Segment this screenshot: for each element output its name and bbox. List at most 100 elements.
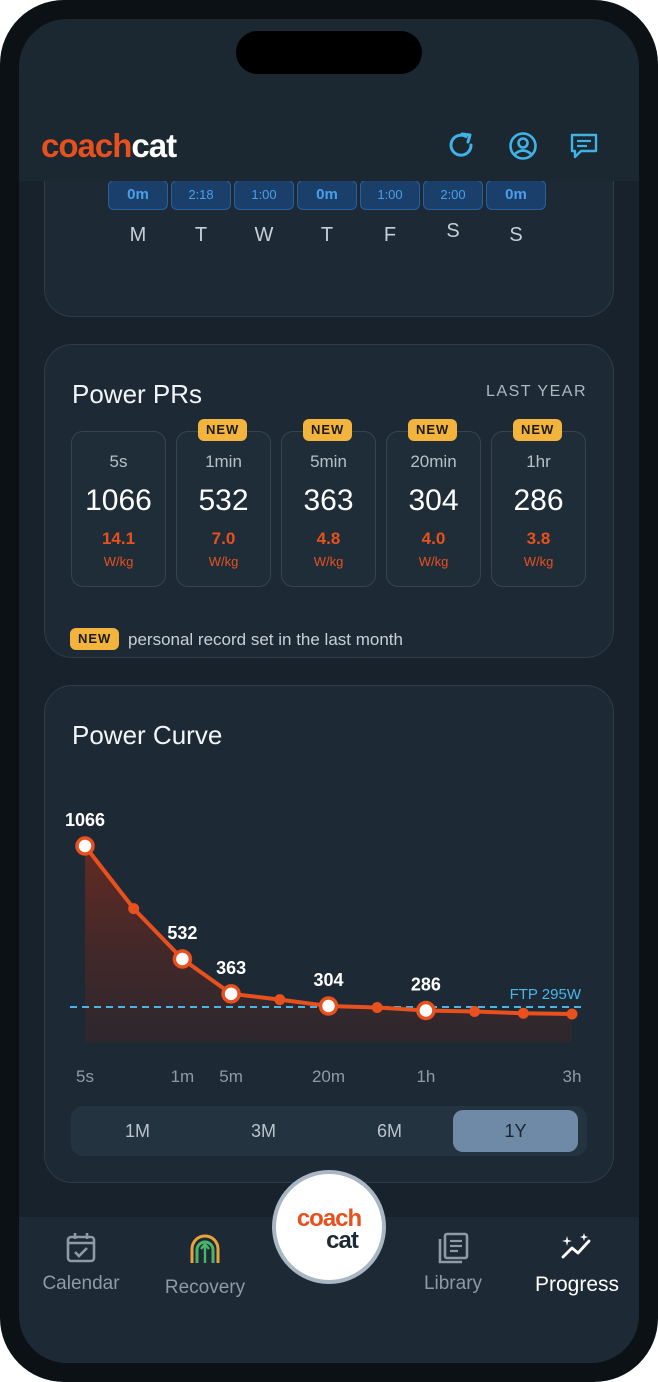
power-curve-title: Power Curve bbox=[72, 720, 223, 750]
curve-point-40m[interactable] bbox=[371, 1002, 383, 1013]
logo-cat-text: cat bbox=[131, 127, 177, 164]
pr-duration: 5min bbox=[310, 452, 347, 471]
week-day-column[interactable]: 1:00 W bbox=[234, 180, 294, 247]
curve-point-5m[interactable] bbox=[221, 984, 241, 1004]
pr-unit: W/kg bbox=[103, 554, 134, 569]
range-tab-3m[interactable]: 3M bbox=[250, 1121, 276, 1141]
new-badge: NEW bbox=[513, 419, 563, 441]
refresh-icon[interactable] bbox=[447, 131, 477, 161]
x-tick-label: 1m bbox=[171, 1067, 195, 1086]
pr-watts: 1066 bbox=[85, 484, 152, 517]
range-tab-1y[interactable]: 1Y bbox=[453, 1110, 578, 1152]
week-day-column[interactable]: 0m T bbox=[297, 180, 357, 247]
curve-point-3h[interactable] bbox=[566, 1008, 578, 1020]
week-columns: 0m M 2:18 T 1:00 W 0m T 1:00 F 2:00 S 0m S bbox=[108, 180, 568, 270]
curve-value-label: 286 bbox=[411, 975, 441, 995]
pr-unit: W/kg bbox=[418, 554, 449, 569]
range-tab-6m[interactable]: 6M bbox=[376, 1121, 402, 1141]
pr-wkg: 14.1 bbox=[101, 529, 136, 548]
ftp-label: FTP 295W bbox=[510, 986, 582, 1003]
range-tabs: 1M 3M 6M 1Y bbox=[71, 1106, 587, 1156]
pr-watts: 532 bbox=[198, 484, 249, 517]
day-letter: M bbox=[129, 224, 147, 246]
week-day-column[interactable]: 1:00 F bbox=[360, 180, 420, 247]
nav-progress[interactable]: Progress bbox=[515, 1231, 639, 1297]
pr-box-1hr[interactable]: 1hr 286 3.8 W/kg bbox=[491, 431, 586, 587]
power-curve-card: Power Curve FTP 295W 1066 532 363 304 286 5s 1m… bbox=[44, 685, 614, 1183]
new-badge: NEW bbox=[198, 419, 248, 441]
pr-duration: 5s bbox=[109, 452, 128, 471]
curve-point-10m[interactable] bbox=[274, 994, 286, 1006]
pr-unit: W/kg bbox=[313, 554, 344, 569]
day-duration-pill: 2:00 bbox=[423, 180, 483, 210]
day-duration-pill: 0m bbox=[297, 180, 357, 210]
power-prs-range[interactable]: LAST YEAR bbox=[486, 383, 587, 400]
day-letter: T bbox=[194, 224, 208, 246]
range-tab-1m[interactable]: 1M bbox=[124, 1121, 150, 1141]
day-duration-pill: 0m bbox=[486, 180, 546, 210]
curve-value-label: 363 bbox=[216, 958, 246, 978]
fab-coach-text: coach bbox=[296, 1205, 362, 1232]
day-letter: S bbox=[509, 224, 523, 246]
recovery-icon bbox=[190, 1234, 220, 1263]
pr-watts: 363 bbox=[303, 484, 354, 517]
x-tick-label: 5m bbox=[219, 1067, 243, 1086]
nav-label-progress: Progress bbox=[534, 1273, 620, 1296]
nav-library[interactable]: Library bbox=[391, 1231, 515, 1295]
curve-point-1m[interactable] bbox=[172, 949, 193, 969]
coachcat-fab-button[interactable]: coach cat bbox=[272, 1170, 386, 1284]
x-tick-label: 20m bbox=[312, 1067, 345, 1086]
x-tick-label: 5s bbox=[76, 1067, 94, 1086]
day-duration-pill: 1:00 bbox=[234, 180, 294, 210]
power-prs-title: Power PRs bbox=[72, 379, 203, 409]
week-day-column[interactable]: 2:18 T bbox=[171, 180, 231, 247]
new-badge-legend: NEW bbox=[70, 628, 120, 650]
nav-calendar[interactable]: Calendar bbox=[19, 1231, 143, 1295]
pr-unit: W/kg bbox=[208, 554, 239, 569]
new-badge: NEW bbox=[303, 419, 353, 441]
nav-label-calendar: Calendar bbox=[42, 1273, 120, 1294]
day-duration-pill: 2:18 bbox=[171, 180, 231, 210]
day-duration-pill: 1:00 bbox=[360, 180, 420, 210]
curve-point-20m[interactable] bbox=[318, 996, 339, 1016]
pr-wkg: 4.8 bbox=[316, 529, 341, 548]
curve-point-30s[interactable] bbox=[128, 903, 140, 915]
curve-point-1h[interactable] bbox=[416, 1000, 436, 1021]
pr-box-5s[interactable]: 5s 1066 14.1 W/kg bbox=[71, 431, 166, 587]
pr-wkg: 3.8 bbox=[526, 529, 551, 548]
new-record-note: personal record set in the last month bbox=[128, 630, 403, 649]
nav-label-library: Library bbox=[423, 1273, 483, 1294]
week-day-column[interactable]: 0m M bbox=[108, 180, 168, 247]
pr-box-1min[interactable]: 1min 532 7.0 W/kg bbox=[176, 431, 271, 587]
day-duration-pill: 0m bbox=[108, 180, 168, 210]
pr-watts: 304 bbox=[408, 484, 459, 517]
logo-coach-text: coach bbox=[41, 127, 132, 164]
screen: 0m M 2:18 T 1:00 W 0m T 1:00 F 2:00 S 0m S coachcat bbox=[19, 19, 639, 1363]
app-logo[interactable]: coachcat bbox=[41, 127, 177, 164]
account-icon[interactable] bbox=[508, 131, 538, 161]
day-letter: T bbox=[320, 224, 334, 246]
calendar-icon bbox=[66, 1233, 96, 1263]
curve-value-label: 304 bbox=[313, 970, 343, 990]
new-badge: NEW bbox=[408, 419, 458, 441]
day-letter: S bbox=[446, 220, 460, 242]
x-tick-label: 1h bbox=[416, 1067, 435, 1086]
curve-point-1.5h[interactable] bbox=[469, 1006, 481, 1017]
pr-duration: 1min bbox=[205, 452, 242, 471]
fab-cat-text: cat bbox=[326, 1227, 359, 1255]
curve-point-5s[interactable] bbox=[75, 836, 95, 856]
week-day-column[interactable]: 0m S bbox=[486, 180, 546, 247]
curve-value-label: 1066 bbox=[65, 810, 105, 830]
fab-logo: coach cat bbox=[276, 1205, 382, 1255]
pr-wkg: 4.0 bbox=[421, 529, 446, 548]
pr-box-5min[interactable]: 5min 363 4.8 W/kg bbox=[281, 431, 376, 587]
chat-icon[interactable] bbox=[569, 131, 599, 161]
library-icon bbox=[438, 1232, 469, 1264]
pr-box-20min[interactable]: 20min 304 4.0 W/kg bbox=[386, 431, 481, 587]
pr-duration: 1hr bbox=[526, 452, 551, 471]
nav-recovery[interactable]: Recovery bbox=[143, 1231, 267, 1299]
power-curve-chart: FTP 295W 1066 532 363 304 286 5s 1m 5m 20m 1h 3h bbox=[65, 810, 585, 1086]
week-day-column[interactable]: 2:00 S bbox=[423, 180, 483, 243]
curve-point-2h[interactable] bbox=[517, 1007, 529, 1019]
